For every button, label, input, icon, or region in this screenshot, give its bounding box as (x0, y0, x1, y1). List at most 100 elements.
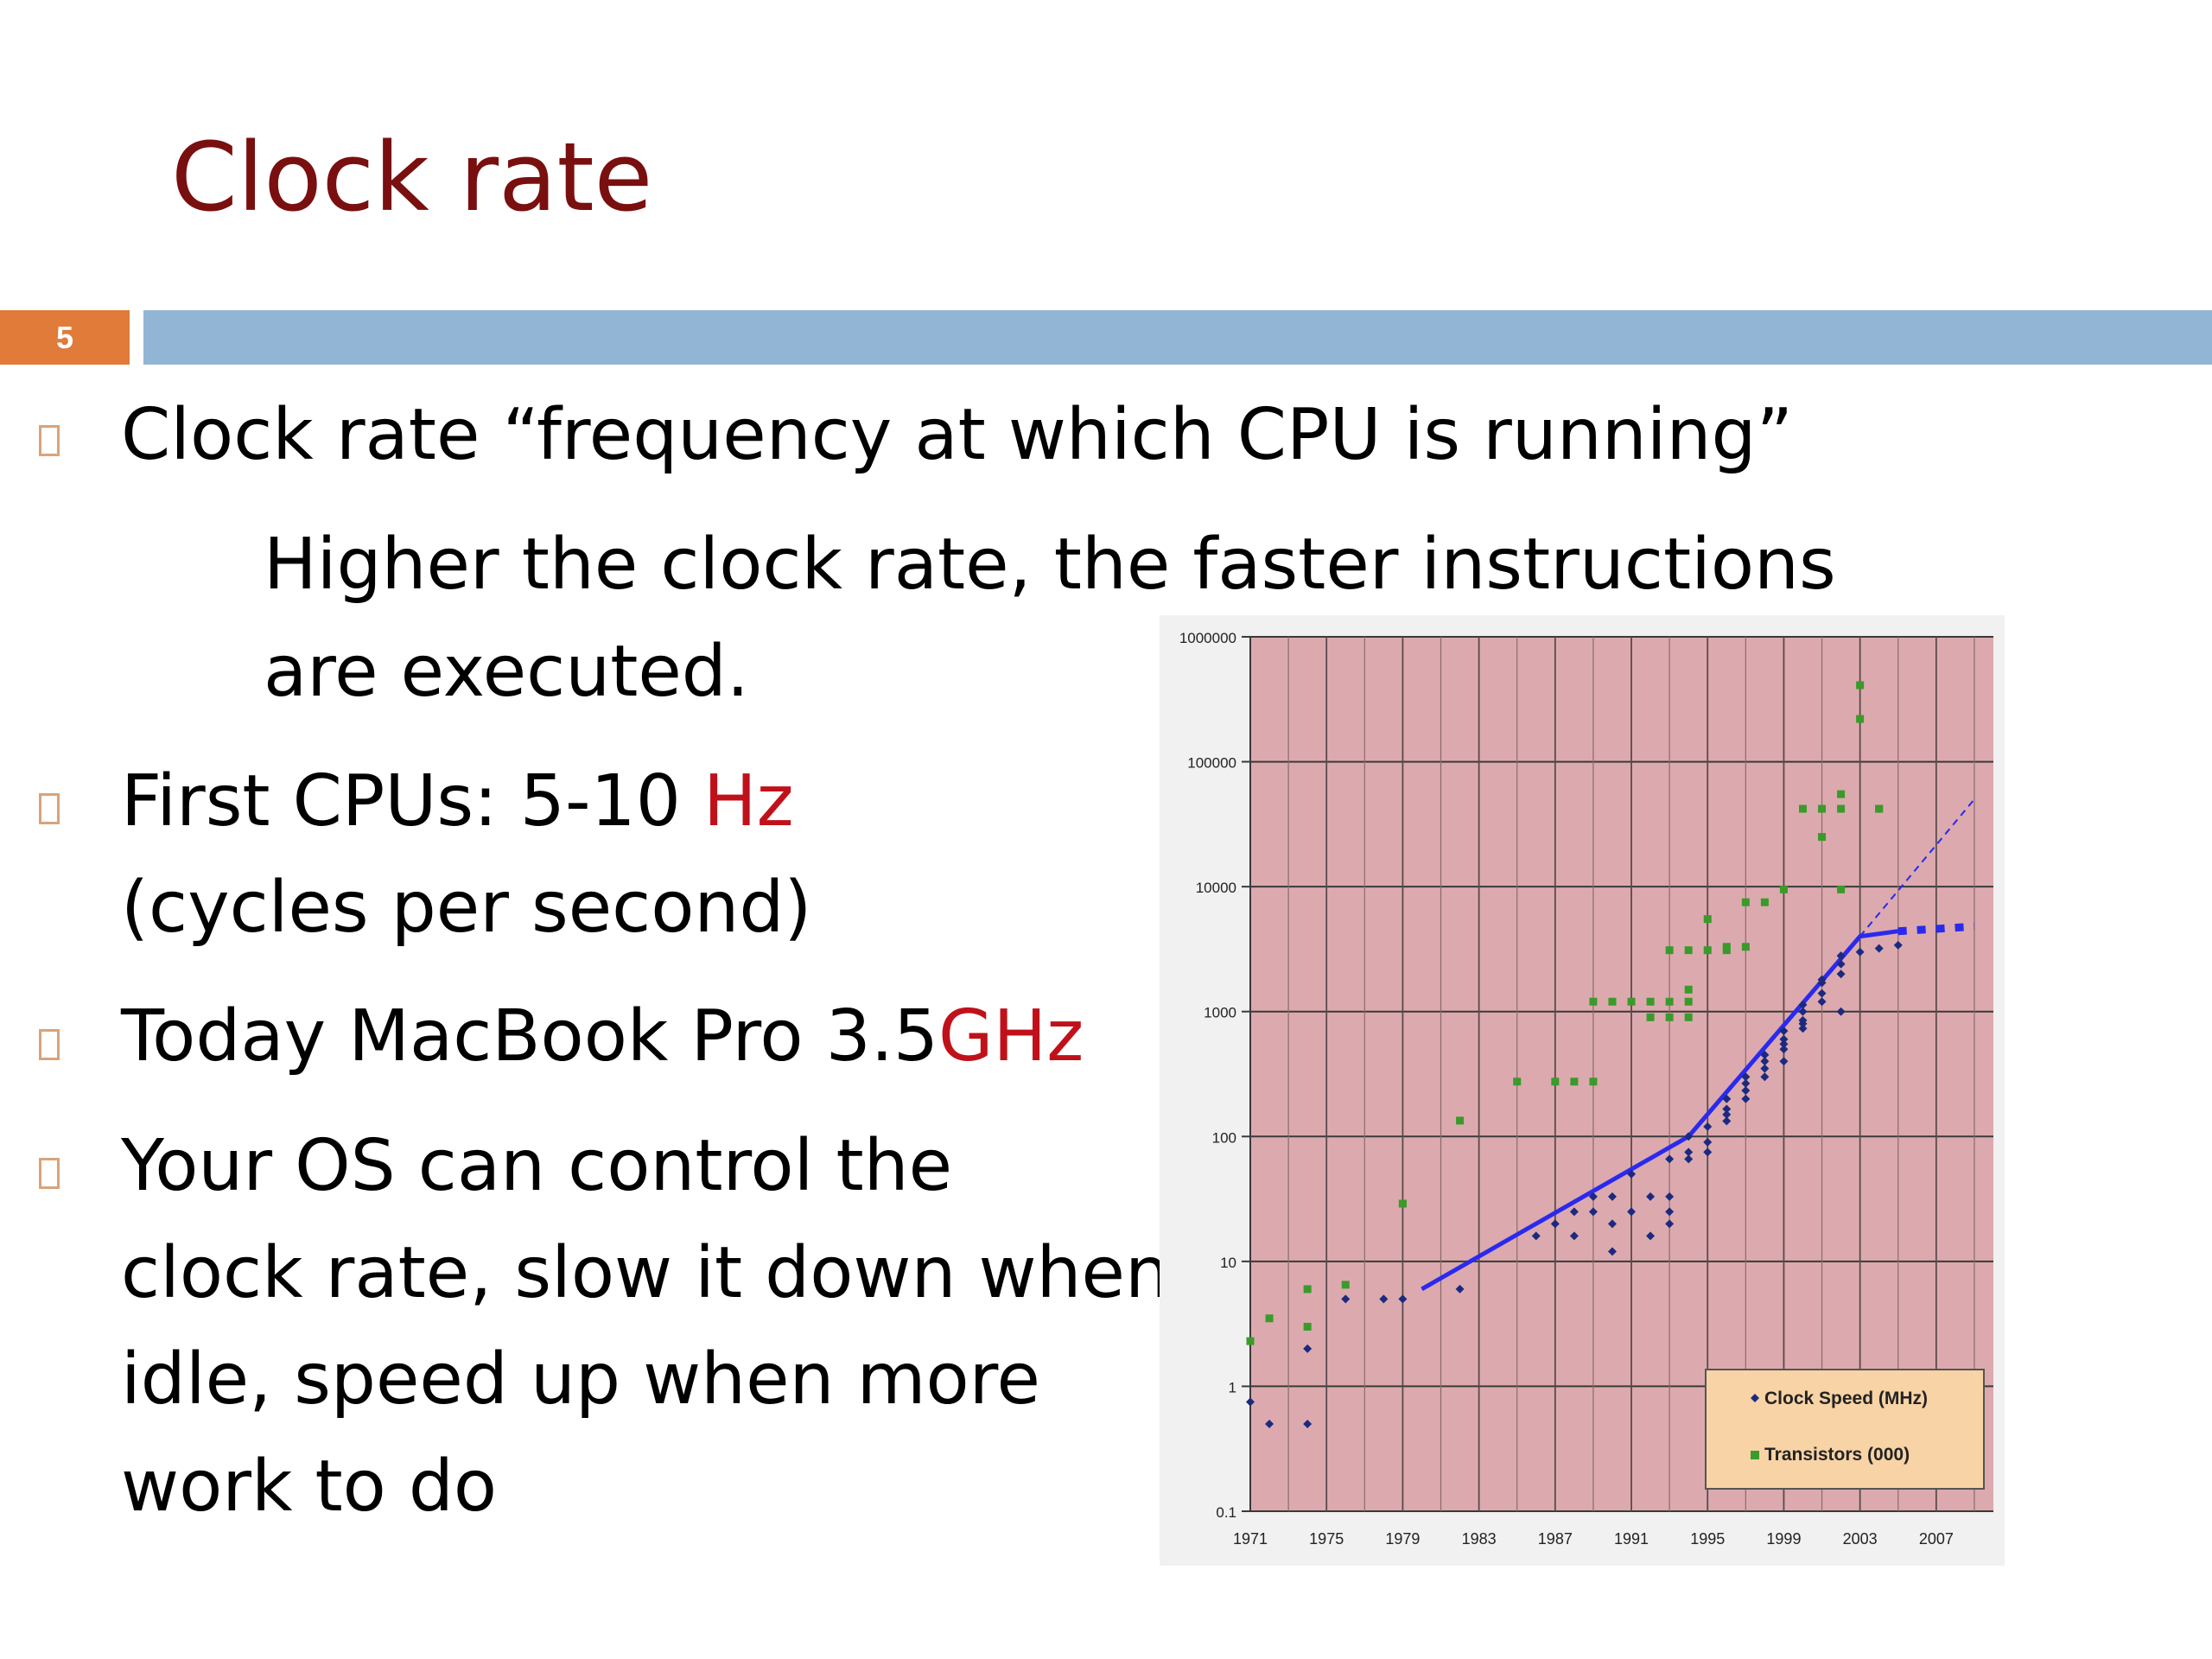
transistor-point (1875, 804, 1884, 813)
transistor-point (1684, 997, 1693, 1006)
clock-speed-point (1798, 1015, 1808, 1025)
bullet-marker (39, 793, 60, 824)
clock-speed-point (1684, 1132, 1694, 1141)
legend-transistors: Transistors (000) (1764, 1445, 1910, 1465)
transistor-point (1665, 997, 1674, 1006)
legend-diamond-icon (1751, 1394, 1759, 1402)
clock-speed-point (1817, 997, 1827, 1007)
transistor-point (1570, 1077, 1579, 1086)
transistor-point (1551, 1077, 1560, 1086)
transistor-point (1837, 885, 1846, 893)
transistor-point (1589, 997, 1598, 1006)
clock-speed-point (1341, 1294, 1351, 1304)
x-tick-label: 1983 (1462, 1530, 1497, 1548)
transistor-point (1684, 985, 1693, 994)
trend-line-dotted (1897, 922, 1975, 936)
clock-speed-point (1303, 1419, 1313, 1428)
clock-speed-point (1760, 1057, 1770, 1066)
transistor-point (1856, 715, 1865, 723)
bullet-os-control-line3: idle, speed up when more (121, 1338, 1040, 1421)
clock-speed-point (1588, 1192, 1598, 1201)
clock-speed-point (1817, 975, 1827, 984)
chart-legend: Clock Speed (MHz) Transistors (000) (1705, 1369, 1985, 1490)
legend-square-icon (1751, 1451, 1759, 1459)
clock-speed-point (1798, 1024, 1808, 1033)
clock-speed-point (1684, 1147, 1694, 1157)
clock-speed-point (1741, 1078, 1751, 1088)
y-tick-label: 10000 (1196, 880, 1236, 896)
clock-speed-point (1646, 1192, 1656, 1201)
transistor-point (1341, 1281, 1350, 1289)
y-tick-label: 1000 (1204, 1005, 1236, 1021)
clock-speed-point (1798, 1000, 1808, 1009)
clock-speed-point (1265, 1419, 1274, 1428)
clock-speed-point (1779, 1045, 1789, 1054)
clock-speed-point (1627, 1169, 1637, 1179)
clock-speed-point (1874, 944, 1884, 953)
bullet-clock-rate-detail-line1: Higher the clock rate, the faster instru… (264, 524, 1836, 606)
transistor-point (1837, 790, 1846, 798)
clock-speed-point (1665, 1154, 1675, 1164)
y-tick-label: 0.1 (1216, 1504, 1236, 1521)
transistor-point (1741, 898, 1750, 906)
clock-speed-point (1893, 940, 1903, 950)
slide-number: 5 (55, 319, 74, 355)
x-tick-label: 2007 (1919, 1530, 1954, 1548)
clock-speed-point (1779, 1027, 1789, 1036)
clock-speed-point (1607, 1247, 1617, 1256)
transistor-point (1646, 1013, 1655, 1021)
legend-box (1705, 1369, 1985, 1490)
clock-speed-point (1722, 1094, 1732, 1103)
clock-speed-point (1703, 1122, 1713, 1131)
y-tick-label: 1000000 (1179, 630, 1236, 646)
transistor-point (1246, 1337, 1255, 1345)
bullet-first-cpus-line2: (cycles per second) (121, 867, 812, 949)
clock-speed-point (1703, 1147, 1713, 1157)
clock-speed-point (1398, 1294, 1408, 1304)
slide-number-badge: 5 (0, 310, 130, 365)
transistor-point (1760, 898, 1769, 906)
clock-speed-point (1588, 1207, 1598, 1217)
x-tick-label: 1975 (1309, 1530, 1344, 1548)
clock-speed-point (1855, 947, 1865, 957)
transistor-point (1303, 1322, 1312, 1331)
x-tick-label: 1995 (1690, 1530, 1725, 1548)
transistor-point (1303, 1285, 1312, 1294)
clock-speed-point (1760, 1072, 1770, 1082)
trend-line-solid (1421, 929, 1899, 1292)
x-tick-label: 1979 (1385, 1530, 1420, 1548)
transistor-point (1398, 1199, 1407, 1208)
y-tick-label: 100000 (1187, 755, 1236, 772)
transistor-point (1608, 997, 1617, 1006)
first-cpus-text: First CPUs: 5-10 (121, 760, 703, 842)
legend-clock-speed: Clock Speed (MHz) (1764, 1389, 1928, 1408)
y-tick-label: 100 (1212, 1129, 1236, 1146)
clock-speed-point (1246, 1397, 1255, 1407)
transistor-point (1665, 946, 1674, 955)
trend-lines (1421, 798, 1975, 1292)
transistor-point (1818, 833, 1827, 842)
bullet-clock-rate-definition: Clock rate “frequency at which CPU is ru… (121, 394, 1794, 476)
transistor-point (1627, 997, 1636, 1006)
bullet-os-control-line2: clock rate, slow it down when (121, 1232, 1170, 1314)
bullet-first-cpus: First CPUs: 5-10 Hz (121, 762, 794, 842)
clock-speed-point (1703, 1137, 1713, 1147)
y-tick-label: 1 (1229, 1379, 1236, 1395)
clock-speed-point (1779, 1039, 1789, 1049)
bullet-marker (39, 1158, 60, 1189)
x-tick-label: 2003 (1843, 1530, 1878, 1548)
transistor-point (1703, 915, 1712, 924)
clock-speed-point (1836, 1007, 1846, 1016)
clock-speed-point (1303, 1344, 1313, 1353)
y-axis-tick-labels: 0.1 1 10 100 1000 10000 100000 1000000 (1179, 630, 1236, 1521)
clock-speed-point (1779, 1057, 1789, 1066)
transistor-point (1856, 681, 1865, 690)
clock-speed-point (1722, 1116, 1732, 1126)
data-points (1246, 681, 1903, 1428)
transistor-point (1646, 997, 1655, 1006)
clock-speed-point (1665, 1192, 1675, 1201)
plot-area (1250, 637, 1993, 1511)
bullet-today-macbook: Today MacBook Pro 3.5GHz (121, 997, 1084, 1077)
clock-speed-point (1741, 1072, 1751, 1082)
transistor-point (1456, 1116, 1465, 1125)
